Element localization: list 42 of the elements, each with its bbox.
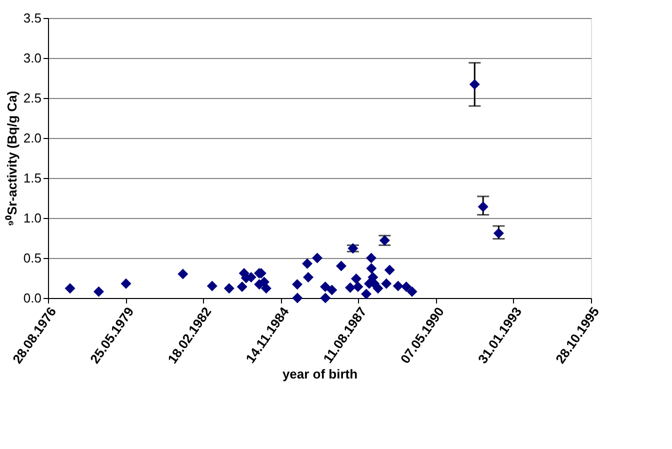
point xyxy=(352,282,364,292)
point xyxy=(384,264,395,276)
point xyxy=(366,263,377,274)
y-tick-label: 2.5 xyxy=(23,90,42,106)
y-tick-label: 1.0 xyxy=(23,210,42,226)
point xyxy=(401,282,412,292)
point xyxy=(326,284,338,296)
point xyxy=(469,79,480,90)
point xyxy=(381,278,392,289)
point xyxy=(236,282,248,292)
point xyxy=(178,268,188,280)
point xyxy=(350,274,362,284)
y-tick-label: 0.5 xyxy=(23,250,42,266)
point xyxy=(93,286,104,297)
point xyxy=(312,252,322,264)
point xyxy=(372,283,384,294)
point xyxy=(344,282,356,293)
point xyxy=(120,278,132,289)
y-tick-label: 1.5 xyxy=(23,170,42,186)
point xyxy=(224,283,234,294)
y-tick-label: 3.5 xyxy=(23,10,42,26)
point xyxy=(260,283,272,294)
point xyxy=(302,258,312,269)
y-axis-title: ⁹⁰Sr-activity (Bq/g Ca) xyxy=(4,90,20,226)
point xyxy=(303,272,314,282)
point xyxy=(366,252,376,264)
point xyxy=(292,279,302,290)
y-tick-label: 3.0 xyxy=(23,50,42,66)
point xyxy=(320,292,331,304)
y-tick-label: 2.0 xyxy=(23,130,42,146)
point xyxy=(336,260,346,272)
point xyxy=(478,202,488,212)
point xyxy=(292,292,303,304)
point xyxy=(493,228,504,238)
point xyxy=(406,286,418,297)
point xyxy=(361,288,372,300)
point xyxy=(64,283,76,294)
point xyxy=(392,280,404,292)
point xyxy=(320,282,330,292)
x-axis-title: year of birth xyxy=(282,366,358,382)
y-tick-label: 0.0 xyxy=(23,290,42,306)
point xyxy=(206,280,218,292)
